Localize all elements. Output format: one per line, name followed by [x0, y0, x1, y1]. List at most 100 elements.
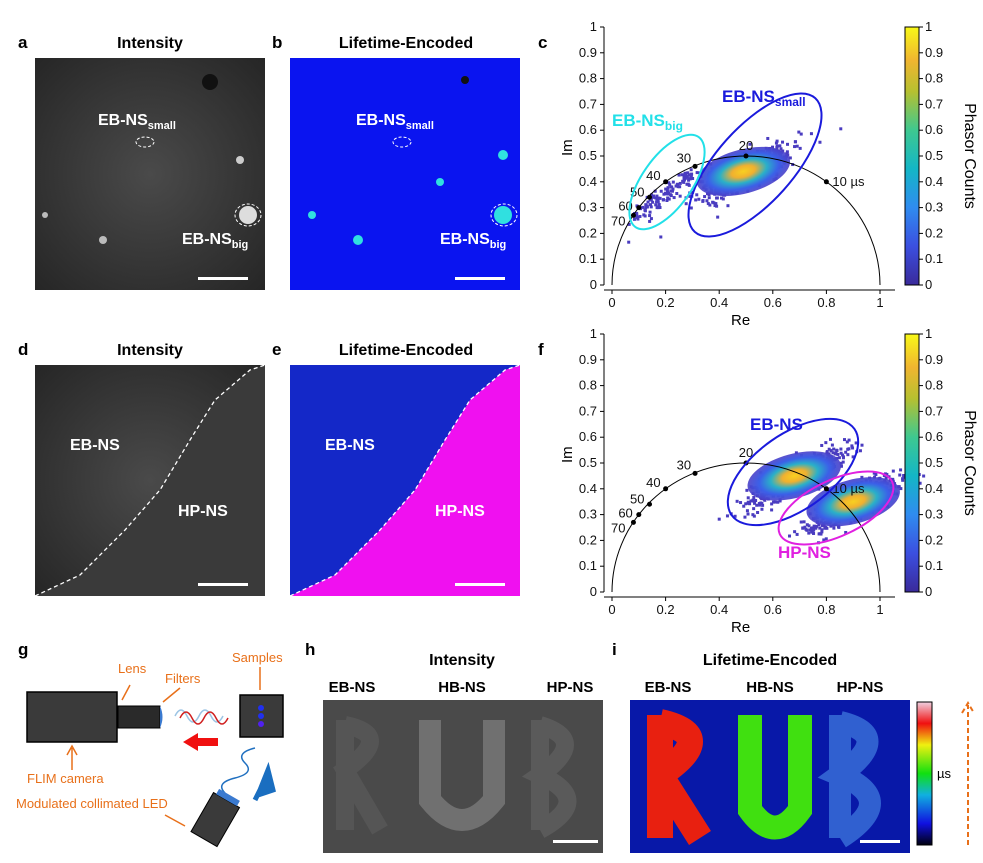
lifetime-marker — [663, 179, 669, 185]
increasing-arrow — [961, 701, 975, 845]
lifetime-marker — [630, 519, 636, 525]
scatter-point — [665, 192, 669, 196]
scatter-point — [756, 511, 760, 515]
scatter-point — [648, 203, 652, 207]
scatter-point — [801, 526, 805, 530]
scatter-point — [635, 215, 639, 219]
scatter-point — [775, 144, 779, 148]
scatter-point — [766, 136, 770, 140]
panel-i-image — [630, 700, 910, 853]
y-axis-label: Im — [559, 446, 576, 463]
scatter-point — [746, 496, 750, 500]
colorbar-tick-label: 1 — [925, 19, 932, 34]
panel-e-title: Lifetime-Encoded — [339, 342, 473, 359]
y-tick-label: 0.3 — [579, 200, 597, 215]
scatter-point — [874, 473, 878, 477]
scatter-point — [830, 443, 834, 447]
scatter-point — [678, 194, 682, 198]
scatter-point — [793, 145, 797, 149]
x-tick-label: 0.4 — [710, 602, 728, 617]
lifetime-label: 30 — [677, 150, 691, 165]
scatter-point — [678, 185, 682, 189]
scale-bar — [455, 277, 505, 280]
scatter-point — [669, 193, 673, 197]
scale-bar — [198, 277, 248, 280]
scatter-point — [706, 202, 710, 206]
scatter-point — [817, 523, 821, 527]
scatter-point — [786, 153, 790, 157]
scatter-point — [831, 451, 835, 455]
setup-diagram: Lens Filters Samples FLIM camera Modulat… — [16, 650, 284, 848]
colorbar-tick-label: 0.4 — [925, 481, 943, 496]
scatter-point — [656, 196, 660, 200]
x-tick-label: 0 — [608, 602, 615, 617]
scatter-point — [872, 471, 876, 475]
scatter-point — [670, 189, 674, 193]
scatter-point — [836, 452, 840, 456]
scatter-point — [839, 451, 843, 455]
scatter-point — [697, 197, 701, 201]
x-tick-label: 0 — [608, 295, 615, 310]
panel-d-image: EB-NS HP-NS — [34, 364, 266, 597]
scatter-point — [922, 474, 926, 478]
scatter-point — [635, 211, 639, 215]
panel-b-title: Lifetime-Encoded — [339, 35, 473, 52]
label-lens: Lens — [118, 661, 147, 676]
scatter-point — [691, 176, 695, 180]
y-tick-label: 0.6 — [579, 122, 597, 137]
x-tick-label: 1 — [876, 602, 883, 617]
lifetime-marker — [692, 163, 698, 169]
scatter-point — [656, 200, 660, 204]
panel-h-image — [323, 700, 603, 853]
colorbar-tick-label: 0.7 — [925, 403, 943, 418]
scatter-point — [686, 182, 690, 186]
scatter-point — [860, 443, 864, 447]
scatter-point — [820, 530, 824, 534]
scatter-point — [824, 441, 828, 445]
scatter-point — [832, 526, 836, 530]
panel-b-image: EB-NSsmall EB-NSbig — [290, 58, 520, 290]
scatter-point — [689, 173, 693, 177]
scatter-point — [643, 209, 647, 213]
scatter-point — [897, 485, 901, 489]
scatter-point — [659, 189, 663, 193]
scatter-point — [677, 173, 681, 177]
x-tick-label: 0.6 — [764, 295, 782, 310]
scatter-point — [683, 173, 687, 177]
panel-label-h: h — [305, 640, 315, 659]
scatter-point — [655, 200, 659, 204]
y-tick-label: 0.2 — [579, 225, 597, 240]
y-tick-label: 0.2 — [579, 532, 597, 547]
scatter-point — [667, 192, 671, 196]
scatter-point — [645, 204, 649, 208]
annot-eb-ns: EB-NS — [325, 437, 375, 454]
colorbar-label: Phasor Counts — [961, 103, 978, 209]
scatter-point — [842, 455, 846, 459]
scatter-point — [695, 193, 699, 197]
sample-holder — [239, 694, 284, 738]
scatter-point — [763, 498, 767, 502]
scatter-point — [827, 447, 831, 451]
y-tick-label: 0.1 — [579, 251, 597, 266]
scatter-point — [748, 502, 752, 506]
x-tick-label: 0.8 — [817, 602, 835, 617]
y-tick-label: 0.1 — [579, 558, 597, 573]
gating-ellipse — [687, 92, 823, 238]
lifetime-label: 30 — [677, 457, 691, 472]
scatter-point — [725, 514, 729, 518]
scatter-point — [641, 205, 645, 209]
scatter-point — [851, 455, 855, 459]
scatter-point — [636, 217, 640, 221]
colorbar-unit: µs — [937, 766, 951, 781]
scatter-point — [837, 456, 841, 460]
lifetime-label: 20 — [739, 138, 753, 153]
label-hp-ns: HP-NS — [778, 543, 831, 562]
scatter-point — [726, 204, 730, 208]
scatter-point — [689, 206, 693, 210]
scatter-point — [653, 189, 657, 193]
scatter-point — [802, 520, 806, 524]
scatter-point — [632, 217, 636, 221]
lifetime-marker — [692, 470, 698, 476]
scatter-point — [657, 206, 661, 210]
